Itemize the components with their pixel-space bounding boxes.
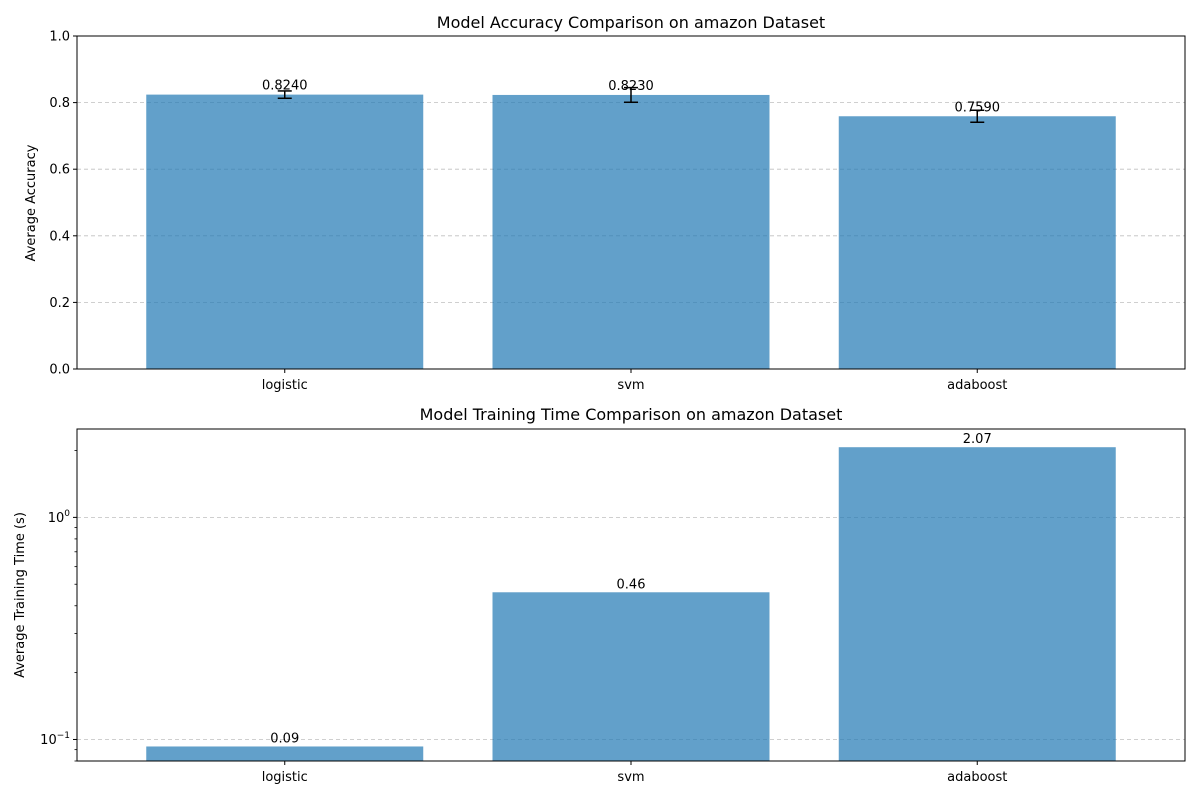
bar-svm xyxy=(492,94,770,369)
bar-logistic xyxy=(146,94,424,369)
accuracy-bars xyxy=(146,94,1116,370)
value-label-svm: 0.8230 xyxy=(608,79,654,94)
accuracy-y-axis-label: Average Accuracy xyxy=(24,144,39,261)
accuracy-x-ticks: logistic svm adaboost xyxy=(262,369,1007,393)
value-label-adaboost: 0.7590 xyxy=(955,100,1001,115)
value-label-logistic: 0.8240 xyxy=(262,79,308,94)
y-tick-label: 0.0 xyxy=(49,363,70,378)
training-time-x-ticks: logistic svm adaboost xyxy=(262,761,1007,785)
training-time-bars xyxy=(146,447,1116,761)
y-tick-label: 10−1 xyxy=(40,731,70,748)
x-tick-label-adaboost: adaboost xyxy=(947,378,1007,393)
training-time-y-ticks: 10−1 100 xyxy=(40,450,77,762)
y-tick-label: 1.0 xyxy=(49,30,70,45)
bar-adaboost xyxy=(838,116,1116,370)
y-tick-label: 0.6 xyxy=(49,163,70,178)
x-tick-label-svm: svm xyxy=(617,378,644,393)
x-tick-label-logistic: logistic xyxy=(262,770,308,785)
y-tick-label: 100 xyxy=(48,509,71,526)
accuracy-y-ticks: 0.0 0.2 0.4 0.6 0.8 1.0 xyxy=(49,30,77,378)
training-time-y-axis-label: Average Training Time (s) xyxy=(13,512,28,678)
value-label-svm: 0.46 xyxy=(617,577,646,592)
training-time-chart-title: Model Training Time Comparison on amazon… xyxy=(420,405,843,424)
accuracy-chart-title: Model Accuracy Comparison on amazon Data… xyxy=(437,13,825,32)
y-tick-label: 0.2 xyxy=(49,296,70,311)
x-tick-label-svm: svm xyxy=(617,770,644,785)
y-tick-label: 0.4 xyxy=(49,229,70,244)
value-label-logistic: 0.09 xyxy=(270,731,299,746)
accuracy-chart: Model Accuracy Comparison on amazon Data… xyxy=(24,13,1186,393)
accuracy-error-bars xyxy=(277,86,985,123)
y-tick-label: 0.8 xyxy=(49,96,70,111)
bar-svm xyxy=(492,592,770,761)
bar-adaboost xyxy=(838,447,1116,761)
x-tick-label-adaboost: adaboost xyxy=(947,770,1007,785)
training-time-chart: Model Training Time Comparison on amazon… xyxy=(13,405,1186,785)
x-tick-label-logistic: logistic xyxy=(262,378,308,393)
accuracy-value-labels: 0.8240 0.8230 0.7590 xyxy=(262,79,1000,116)
bar-logistic xyxy=(146,746,424,761)
value-label-adaboost: 2.07 xyxy=(963,432,992,447)
training-time-value-labels: 0.09 0.46 2.07 xyxy=(270,432,991,746)
